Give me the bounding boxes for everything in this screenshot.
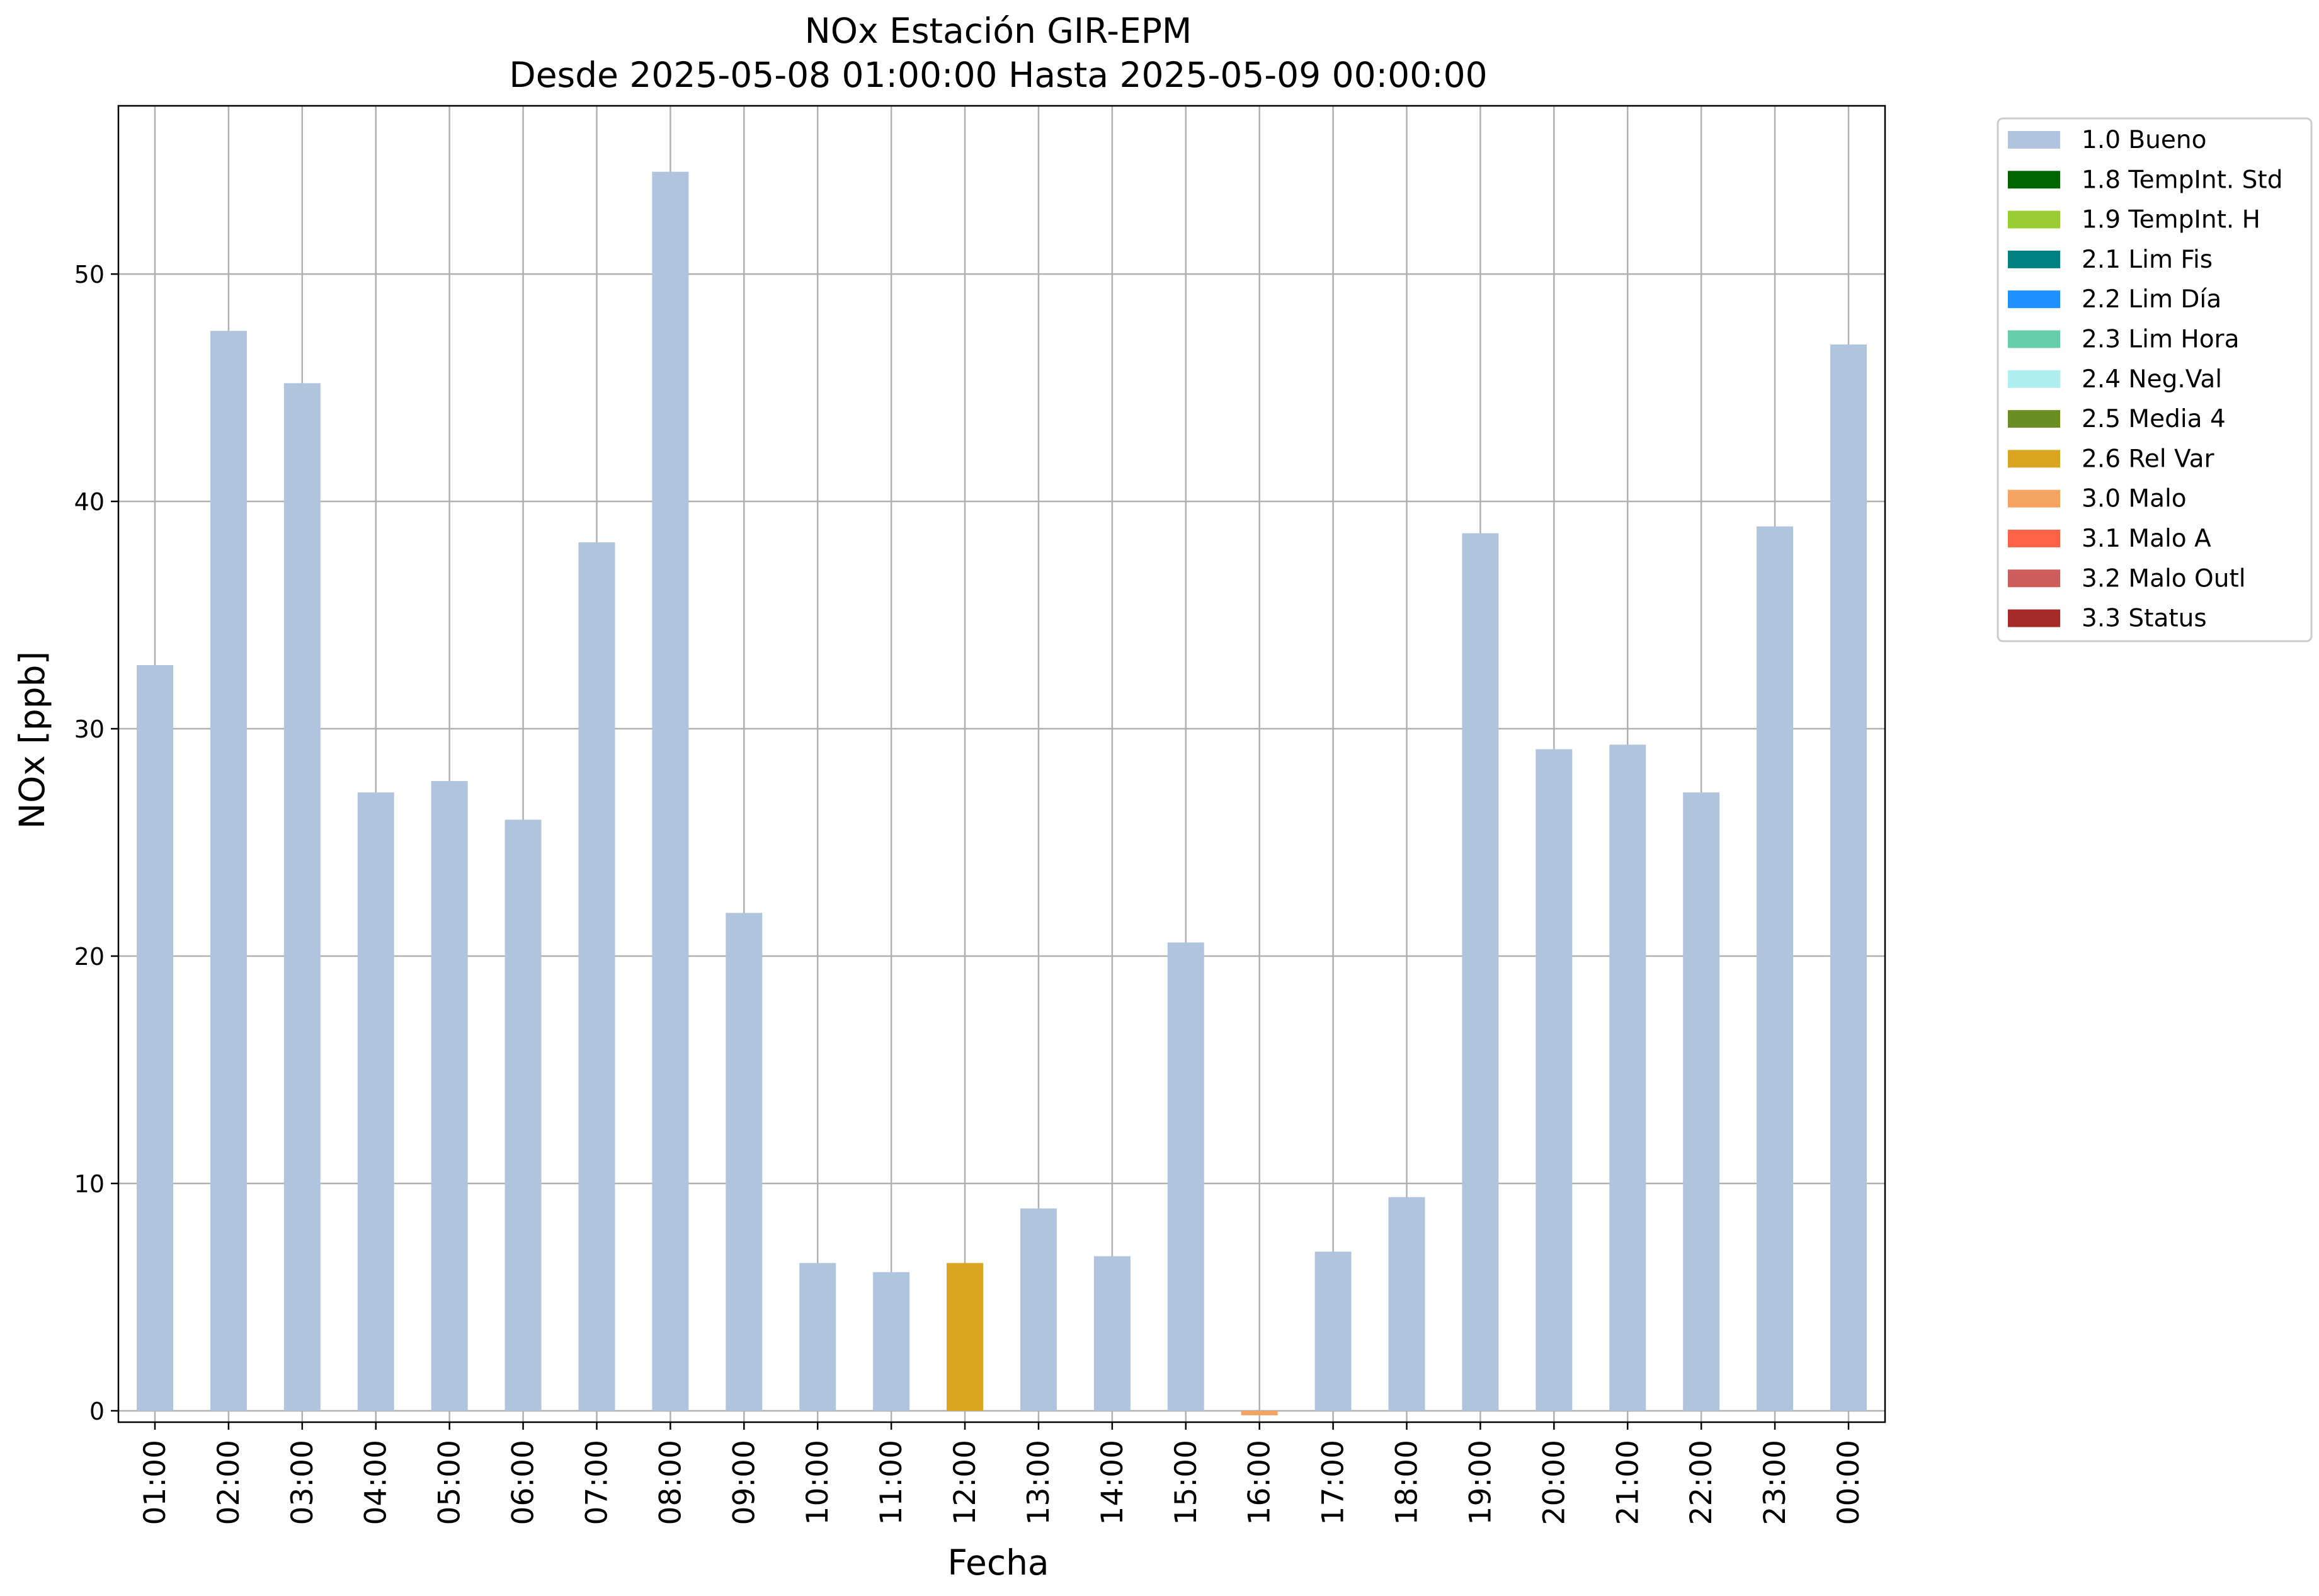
legend-swatch [2008, 450, 2060, 468]
y-tick-label: 40 [74, 488, 105, 516]
y-axis-ticks: 0 10 20 30 40 50 [74, 261, 118, 1425]
bar [1388, 1197, 1425, 1411]
bar [578, 542, 615, 1411]
y-axis-label: NOx [ppb] [12, 651, 52, 829]
legend-label: 2.6 Rel Var [2082, 445, 2215, 473]
legend-label: 3.1 Malo A [2082, 525, 2211, 553]
x-tick-label: 21:00 [1610, 1440, 1645, 1525]
bar [1683, 792, 1720, 1411]
x-tick-label: 05:00 [433, 1440, 467, 1525]
bar [357, 792, 394, 1411]
x-tick-label: 13:00 [1022, 1440, 1056, 1525]
legend-label: 1.0 Bueno [2082, 126, 2206, 154]
legend-label: 3.2 Malo Outl [2082, 564, 2246, 593]
bar [1093, 1256, 1131, 1411]
legend-swatch [2008, 370, 2060, 388]
legend-label: 2.3 Lim Hora [2082, 326, 2240, 354]
x-tick-label: 09:00 [727, 1440, 761, 1525]
x-tick-label: 20:00 [1537, 1440, 1571, 1525]
x-tick-label: 03:00 [285, 1440, 320, 1525]
x-tick-label: 18:00 [1390, 1440, 1425, 1525]
x-axis-label: Fecha [947, 1542, 1049, 1583]
bar [1314, 1251, 1352, 1411]
x-tick-label: 23:00 [1758, 1440, 1792, 1525]
legend-swatch [2008, 609, 2060, 627]
x-tick-label: 10:00 [801, 1440, 835, 1525]
legend-swatch [2008, 569, 2060, 588]
bar [283, 383, 321, 1411]
legend-label: 2.1 Lim Fis [2082, 246, 2213, 274]
x-tick-label: 02:00 [212, 1440, 246, 1525]
x-tick-label: 12:00 [948, 1440, 983, 1525]
bar [431, 781, 468, 1411]
x-tick-label: 08:00 [653, 1440, 688, 1525]
bar [652, 171, 689, 1411]
bar [1462, 533, 1499, 1411]
legend-swatch [2008, 171, 2060, 189]
legend: 1.0 Bueno 1.8 TempInt. Std 1.9 TempInt. H 2… [1997, 117, 2313, 642]
legend-label: 2.4 Neg.Val [2082, 365, 2222, 394]
bar [1830, 345, 1867, 1411]
legend-swatch [2008, 250, 2060, 268]
x-tick-label: 17:00 [1316, 1440, 1351, 1525]
legend-frame [1997, 117, 2313, 642]
legend-swatch [2008, 530, 2060, 547]
legend-label: 2.2 Lim Día [2082, 285, 2221, 314]
bar [210, 331, 247, 1411]
bar [1536, 749, 1573, 1411]
x-tick-label: 07:00 [579, 1440, 614, 1525]
bars [137, 171, 1867, 1416]
legend-swatch [2008, 290, 2060, 309]
bar [1609, 744, 1646, 1411]
x-tick-label: 06:00 [506, 1440, 541, 1525]
bar [873, 1272, 910, 1411]
legend-swatch [2008, 330, 2060, 348]
bar [947, 1263, 984, 1411]
chart-subtitle: Desde 2025-05-08 01:00:00 Hasta 2025-05-… [509, 55, 1487, 95]
y-tick-label: 0 [89, 1398, 105, 1425]
y-tick-label: 30 [74, 715, 105, 743]
x-tick-label: 11:00 [874, 1440, 909, 1525]
chart-title: NOx Estación GIR-EPM [805, 11, 1192, 51]
legend-label: 3.0 Malo [2082, 485, 2187, 513]
x-tick-label: 00:00 [1832, 1440, 1866, 1525]
bar [726, 913, 763, 1411]
legend-label: 3.3 Status [2082, 605, 2207, 633]
y-tick-label: 50 [74, 261, 105, 288]
bar [1757, 526, 1794, 1411]
bar [1020, 1208, 1057, 1411]
y-tick-label: 20 [74, 943, 105, 971]
legend-label: 2.5 Media 4 [2082, 405, 2226, 433]
x-axis-ticks: 01:00 02:00 03:00 04:00 05:00 06:00 07:00 08:00… [138, 1422, 1866, 1525]
x-tick-label: 19:00 [1463, 1440, 1498, 1525]
legend-swatch [2008, 131, 2060, 149]
legend-label: 1.8 TempInt. Std [2082, 166, 2282, 194]
bar [504, 819, 542, 1411]
x-tick-label: 16:00 [1243, 1440, 1277, 1525]
x-tick-label: 01:00 [138, 1440, 173, 1525]
x-tick-label: 15:00 [1169, 1440, 1204, 1525]
legend-swatch [2008, 410, 2060, 428]
bar [137, 664, 173, 1411]
bar [1241, 1410, 1278, 1416]
x-tick-label: 04:00 [359, 1440, 394, 1525]
x-tick-label: 22:00 [1684, 1440, 1719, 1525]
legend-label: 1.9 TempInt. H [2082, 206, 2260, 234]
bar [799, 1263, 836, 1411]
bar [1167, 942, 1204, 1411]
plot-area [117, 105, 1886, 1423]
legend-swatch [2008, 489, 2060, 508]
y-tick-label: 10 [74, 1170, 105, 1198]
x-tick-label: 14:00 [1095, 1440, 1130, 1525]
legend-swatch [2008, 210, 2060, 229]
